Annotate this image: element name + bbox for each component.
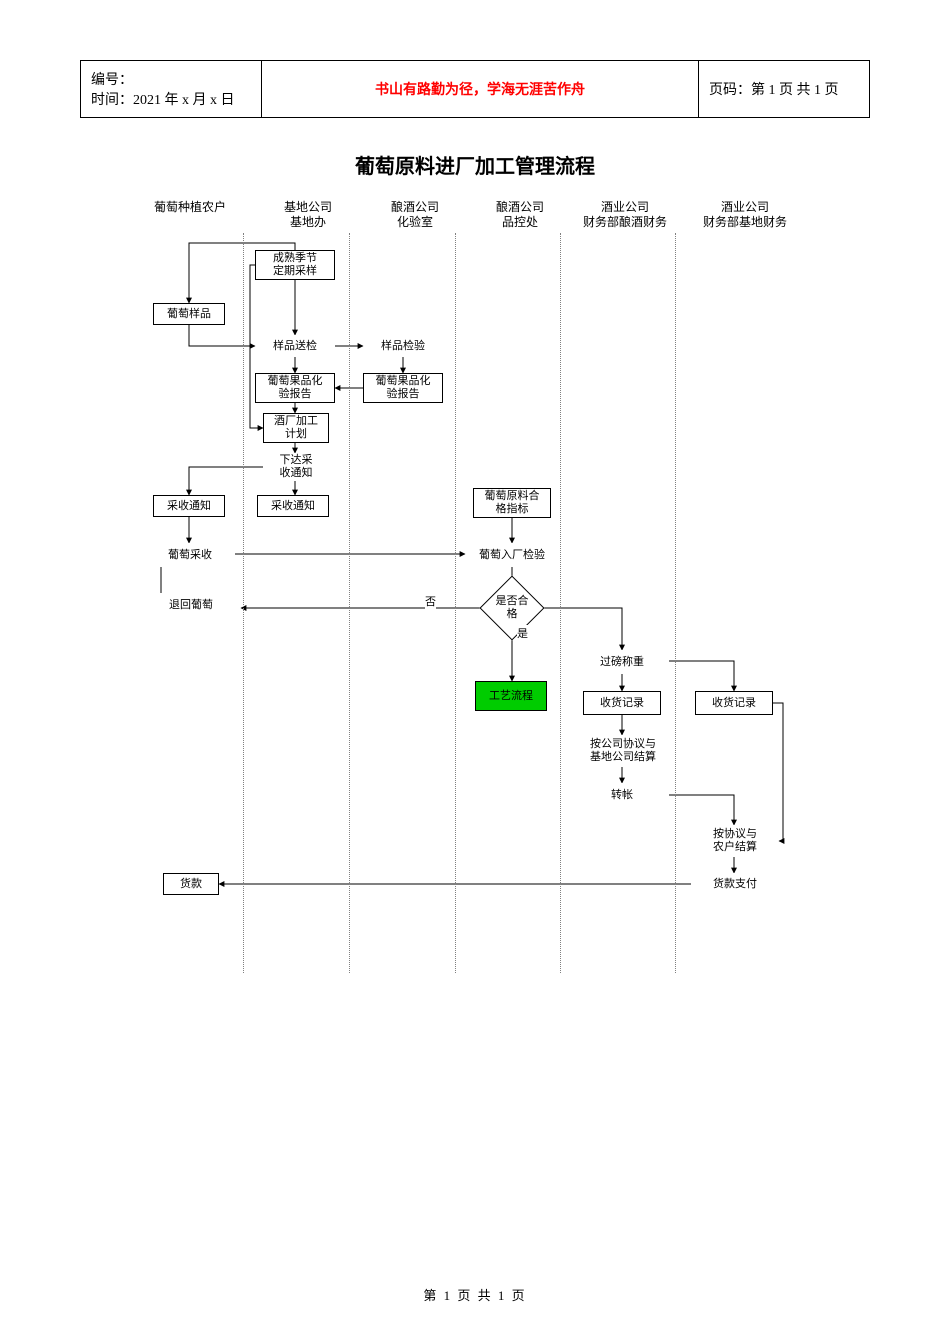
edge-label: 是 — [517, 625, 528, 641]
node-harvest_notice2: 采收通知 — [257, 495, 329, 517]
swimlane-label-base_off: 基地公司基地办 — [253, 200, 363, 230]
node-receipt1: 收货记录 — [583, 691, 661, 715]
edge-transfer-settle_farmer — [669, 795, 734, 825]
node-season_sample: 成熟季节定期采样 — [255, 250, 335, 280]
node-payment1: 货款 — [163, 873, 219, 895]
node-harvest_notice1: 采收通知 — [153, 495, 225, 517]
page-footer: 第 1 页 共 1 页 — [0, 1285, 950, 1304]
node-sample_send: 样品送检 — [255, 335, 335, 357]
edge-decision-weighing — [535, 608, 622, 650]
bianhao-label: 编号： — [91, 69, 251, 89]
page-title: 葡萄原料进厂加工管理流程 — [0, 150, 950, 179]
header-left-cell: 编号： 时间：2021 年 x 月 x 日 — [81, 61, 262, 118]
node-payment2: 货款支付 — [691, 873, 779, 895]
node-decision: 是否合格 — [479, 575, 544, 640]
lane-divider — [675, 233, 676, 973]
node-receipt2: 收货记录 — [695, 691, 773, 715]
edge-grape_sample-sample_send — [189, 325, 255, 346]
node-grape_harvest: 葡萄采收 — [145, 543, 235, 567]
lane-divider — [243, 233, 244, 973]
shijian-label: 时间： — [91, 93, 133, 108]
swimlane-label-fin_base: 酒业公司财务部基地财务 — [690, 200, 800, 230]
node-qualified_spec: 葡萄原料合格指标 — [473, 488, 551, 518]
swimlane-label-wine_lab: 酿酒公司化验室 — [360, 200, 470, 230]
node-issue_harvest: 下达采收通知 — [263, 453, 329, 481]
lane-divider — [455, 233, 456, 973]
flowchart: 葡萄种植农户基地公司基地办酿酒公司化验室酿酒公司品控处酒业公司财务部酿酒财务酒业… — [135, 195, 835, 975]
connectors-svg — [135, 195, 835, 975]
header-table: 编号： 时间：2021 年 x 月 x 日 书山有路勤为径，学海无涯苦作舟 页码… — [80, 60, 870, 118]
node-settle_farmer: 按协议与农户结算 — [691, 825, 779, 857]
swimlane-label-wine_qc: 酿酒公司品控处 — [465, 200, 575, 230]
swimlane-label-fin_wine: 酒业公司财务部酿酒财务 — [570, 200, 680, 230]
node-transfer: 转帐 — [575, 783, 669, 807]
shijian-value: 2021 年 x 月 x 日 — [133, 93, 235, 108]
node-lab_report2: 葡萄果品化验报告 — [363, 373, 443, 403]
edge-weighing-receipt2 — [669, 661, 734, 691]
node-process_flow: 工艺流程 — [475, 681, 547, 711]
node-weighing: 过磅称重 — [575, 650, 669, 674]
edge-issue_harvest-harvest_notice1 — [189, 467, 263, 495]
lane-divider — [349, 233, 350, 973]
node-grape_sample: 葡萄样品 — [153, 303, 225, 325]
page-code-label: 页码： — [709, 83, 751, 98]
node-return_grape: 退回葡萄 — [141, 593, 241, 617]
node-settle_base: 按公司协议与基地公司结算 — [573, 735, 673, 767]
header-right-cell: 页码：第 1 页 共 1 页 — [699, 61, 870, 118]
shijian-row: 时间：2021 年 x 月 x 日 — [91, 89, 251, 109]
swimlane-label-farmer: 葡萄种植农户 — [135, 200, 245, 215]
node-sample_inspect: 样品检验 — [363, 335, 443, 357]
node-factory_plan: 酒厂加工计划 — [263, 413, 329, 443]
lane-divider — [560, 233, 561, 973]
page-code-value: 第 1 页 共 1 页 — [751, 83, 839, 98]
node-factory_inspect: 葡萄入厂检验 — [465, 543, 559, 567]
header-center-quote: 书山有路勤为径，学海无涯苦作舟 — [262, 61, 699, 118]
edge-receipt2-settle_farmer — [773, 703, 783, 841]
node-lab_report1: 葡萄果品化验报告 — [255, 373, 335, 403]
edge-label: 否 — [425, 593, 436, 609]
